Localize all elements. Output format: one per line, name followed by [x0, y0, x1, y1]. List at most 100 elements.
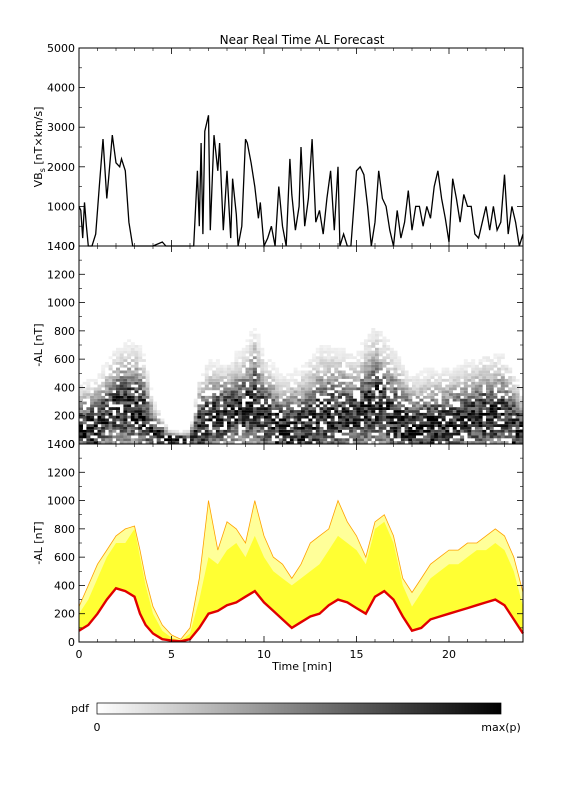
pdf-cell — [315, 387, 320, 391]
pdf-cell — [86, 438, 91, 442]
pdf-cell — [193, 435, 198, 439]
pdf-cell — [245, 432, 250, 436]
pdf-cell — [134, 401, 139, 405]
pdf-cell — [515, 407, 520, 410]
pdf-cell — [330, 412, 335, 416]
pdf-cell — [86, 381, 91, 385]
pdf-cell — [500, 398, 505, 402]
pdf-cell — [378, 404, 383, 408]
pdf-cell — [219, 412, 224, 416]
pdf-cell — [286, 395, 291, 399]
pdf-cell — [230, 378, 235, 382]
pdf-cell — [363, 387, 368, 391]
pdf-cell — [256, 381, 261, 385]
pdf-cell — [474, 381, 479, 385]
pdf-cell — [452, 378, 457, 382]
pdf-cell — [134, 395, 139, 399]
pdf-cell — [256, 376, 261, 379]
pdf-cell — [252, 395, 257, 399]
pdf-cell — [330, 373, 335, 377]
pdf-cell — [286, 415, 291, 419]
pdf-cell — [97, 393, 102, 396]
pdf-cell — [212, 407, 217, 410]
pdf-cell — [234, 404, 239, 408]
pdf-cell — [345, 393, 350, 396]
pdf-cell — [256, 410, 261, 413]
pdf-cell — [408, 429, 413, 433]
pdf-cell — [323, 398, 328, 402]
pdf-cell — [508, 367, 513, 371]
pdf-cell — [382, 376, 387, 379]
pdf-cell — [86, 435, 91, 439]
pdf-cell — [93, 424, 98, 427]
xtick-label: 15 — [350, 648, 364, 661]
pdf-cell — [97, 441, 102, 444]
pdf-cell — [441, 407, 446, 410]
pdf-cell — [90, 407, 95, 410]
pdf-cell — [138, 356, 143, 360]
pdf-cell — [341, 407, 346, 410]
pdf-cell — [349, 412, 354, 416]
pdf-cell — [482, 356, 487, 360]
pdf-cell — [119, 438, 124, 442]
pdf-cell — [256, 415, 261, 419]
pdf-cell — [267, 429, 272, 433]
pdf-cell — [104, 390, 109, 394]
pdf-cell — [463, 362, 468, 365]
pdf-cell — [326, 412, 331, 416]
pdf-cell — [230, 438, 235, 442]
pdf-cell — [197, 384, 202, 388]
pdf-colorbar-gradient — [96, 702, 502, 715]
pdf-cell — [467, 427, 472, 430]
pdf-cell — [319, 441, 324, 444]
pdf-cell — [278, 393, 283, 396]
pdf-cell — [145, 393, 150, 396]
pdf-cell — [486, 381, 490, 385]
pdf-cell — [500, 353, 505, 357]
pdf-cell — [482, 435, 487, 439]
pdf-cell — [452, 393, 457, 396]
pdf-cell — [474, 429, 479, 433]
pdf-cell — [400, 393, 405, 396]
pdf-cell — [130, 412, 135, 416]
pdf-cell — [434, 424, 439, 427]
pdf-cell — [304, 412, 309, 416]
pdf-cell — [282, 401, 287, 405]
pdf-cell — [404, 384, 409, 388]
pdf-cell — [519, 424, 524, 427]
pdf-cell — [471, 412, 476, 416]
pdf-cell — [138, 415, 143, 419]
pdf-cell — [497, 415, 502, 419]
pdf-cell — [419, 370, 424, 374]
pdf-cell — [282, 384, 287, 388]
pdf-cell — [426, 410, 431, 413]
pdf-cell — [234, 373, 239, 377]
pdf-cell — [108, 407, 113, 410]
pdf-cell — [515, 438, 520, 442]
pdf-cell — [212, 401, 217, 405]
pdf-cell — [256, 336, 261, 340]
pdf-cell — [386, 438, 391, 442]
pdf-cell — [356, 353, 361, 357]
pdf-cell — [79, 424, 83, 427]
pdf-cell — [304, 401, 309, 405]
pdf-cell — [330, 364, 335, 368]
pdf-cell — [419, 387, 424, 391]
pdf-cell — [389, 376, 394, 379]
pdf-cell — [400, 404, 405, 408]
pdf-cell — [119, 384, 124, 388]
pdf-cell — [116, 378, 120, 382]
pdf-cell — [245, 418, 250, 422]
pdf-cell — [267, 424, 272, 427]
pdf-cell — [264, 441, 268, 444]
pdf-cell — [393, 427, 398, 430]
pdf-cell — [197, 435, 202, 439]
pdf-cell — [437, 424, 442, 427]
bot-xlabel: Time [min] — [271, 660, 332, 673]
pdf-cell — [119, 387, 124, 391]
pdf-cell — [419, 418, 424, 422]
pdf-cell — [249, 393, 254, 396]
pdf-cell — [371, 418, 376, 422]
pdf-cell — [404, 438, 409, 442]
pdf-cell — [293, 378, 298, 382]
